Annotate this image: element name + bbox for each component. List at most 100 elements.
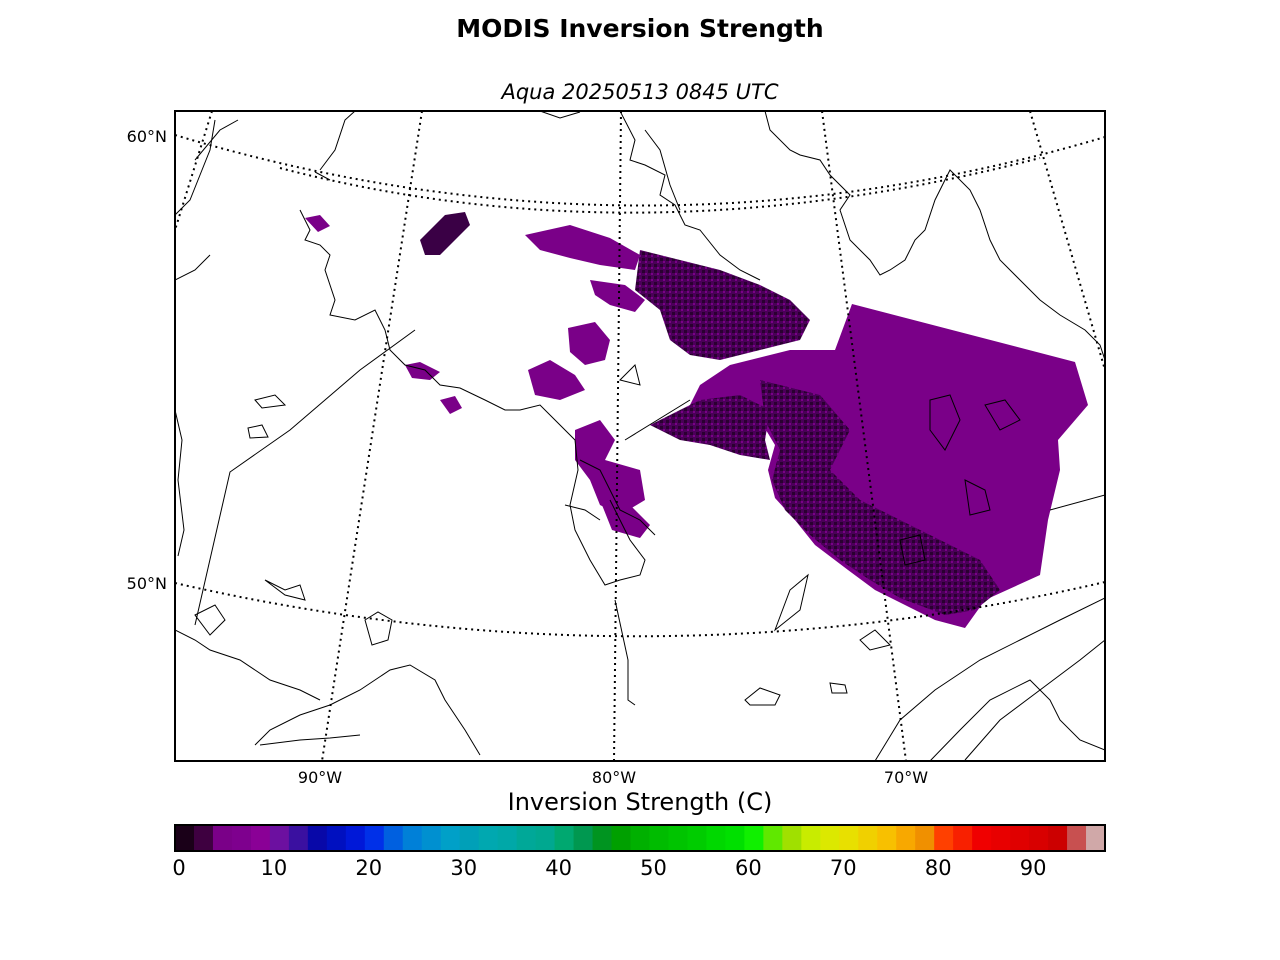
- data-patch-bay: [305, 215, 330, 232]
- lon-label-80w: 80°W: [592, 768, 636, 787]
- colorbar-swatch: [687, 825, 708, 851]
- colorbar-tick-label: 80: [925, 856, 952, 880]
- meridian-90w: [321, 111, 423, 761]
- colorbar-swatches: [175, 825, 1106, 851]
- data-patch-north: [525, 225, 640, 270]
- colorbar-swatch: [326, 825, 347, 851]
- colorbar-swatch: [706, 825, 727, 851]
- colorbar-tick-label: 60: [735, 856, 762, 880]
- colorbar-tick-label: 0: [172, 856, 185, 880]
- colorbar-tick-label: 30: [450, 856, 477, 880]
- lake-nipigon: [364, 611, 393, 646]
- colorbar-swatch: [915, 825, 935, 851]
- graticule-layer: [175, 111, 1105, 761]
- data-patch-northwest: [420, 212, 470, 255]
- colorbar-swatch: [744, 825, 764, 851]
- lat-label-50n: 50°N: [127, 574, 167, 593]
- parallel-55n: [279, 157, 1041, 214]
- hudson-bay-coast-east: [319, 111, 1105, 361]
- inversion-data-layer: [305, 212, 1088, 628]
- meridian-70w: [821, 111, 907, 761]
- colorbar-tick-label: 10: [261, 856, 288, 880]
- colorbar-tick-label: 20: [355, 856, 382, 880]
- parallel-50n: [175, 581, 1105, 638]
- data-swath-east-dark: [760, 380, 1000, 615]
- colorbar-swatch: [497, 825, 518, 851]
- chart-title: MODIS Inversion Strength: [456, 14, 824, 43]
- colorbar-label: Inversion Strength (C): [507, 788, 773, 816]
- inland-lakes-quebec: [619, 364, 1021, 566]
- james-bay-coast: [564, 459, 656, 536]
- colorbar-swatch: [782, 825, 802, 851]
- st-lawrence-south-shore: [929, 679, 1105, 761]
- southampton-coast: [175, 119, 239, 557]
- eastern-lakes: [744, 573, 891, 706]
- colorbar-swatch: [231, 825, 252, 851]
- great-lakes-superior: [254, 664, 481, 756]
- colorbar-swatch: [649, 825, 670, 851]
- colorbar-swatch: [421, 825, 442, 851]
- colorbar-swatch: [725, 825, 745, 851]
- colorbar-swatch: [516, 825, 537, 851]
- colorbar-swatch: [858, 825, 878, 851]
- coastline-layer: [175, 111, 1105, 761]
- data-patch-west: [405, 362, 440, 380]
- map-frame: [174, 110, 1106, 762]
- colorbar-frame: [174, 824, 1106, 852]
- colorbar-swatch: [630, 825, 651, 851]
- colorbar-swatch: [1067, 825, 1087, 851]
- colorbar-tick-label: 90: [1020, 856, 1047, 880]
- colorbar-swatch: [364, 825, 385, 851]
- colorbar-swatch: [440, 825, 461, 851]
- colorbar-tick-label: 50: [640, 856, 667, 880]
- colorbar-swatch: [934, 825, 954, 851]
- colorbar-swatch: [573, 825, 594, 851]
- data-swath-east: [690, 304, 1088, 628]
- colorbar-swatch: [972, 825, 992, 851]
- lon-label-70w: 70°W: [884, 768, 928, 787]
- lat-label-60n: 60°N: [127, 127, 167, 146]
- colorbar-ticks: 0 10 20 30 40 50 60 70 80 90: [172, 856, 1046, 880]
- colorbar-swatch: [1086, 825, 1106, 851]
- parallel-60n: [175, 134, 1105, 207]
- colorbar-swatch: [345, 825, 366, 851]
- colorbar-swatch: [383, 825, 404, 851]
- chart-subtitle: Aqua 20250513 0845 UTC: [501, 80, 779, 104]
- data-patch-south: [575, 420, 645, 515]
- hudson-bay-coast-west: [175, 119, 646, 586]
- colorbar-swatch: [991, 825, 1011, 851]
- manitoba-ontario-border: [194, 329, 416, 626]
- colorbar-swatch: [839, 825, 859, 851]
- colorbar-swatch: [953, 825, 973, 851]
- colorbar-swatch: [478, 825, 499, 851]
- colorbar-swatch: [554, 825, 575, 851]
- colorbar-tick-label: 70: [830, 856, 857, 880]
- labrador-border: [1049, 494, 1105, 511]
- colorbar-swatch: [820, 825, 840, 851]
- data-patch-south-2: [600, 500, 650, 538]
- colorbar-swatch: [535, 825, 556, 851]
- data-patch-lake: [528, 360, 585, 400]
- quebec-ontario-border: [614, 399, 691, 706]
- data-patch-west-2: [440, 396, 462, 414]
- colorbar-swatch: [1029, 825, 1049, 851]
- data-patch-north-2: [590, 280, 645, 312]
- data-swath-central: [635, 250, 810, 360]
- west-lakes: [194, 394, 306, 636]
- data-patch-mid: [568, 322, 610, 365]
- colorbar-swatch: [592, 825, 613, 851]
- colorbar-swatch: [212, 825, 233, 851]
- colorbar-swatch: [877, 825, 897, 851]
- colorbar-tick-label: 40: [545, 856, 572, 880]
- lake-winnipeg: [175, 629, 321, 701]
- colorbar-swatch: [801, 825, 821, 851]
- colorbar-swatch: [611, 825, 632, 851]
- colorbar-swatch: [193, 825, 214, 851]
- colorbar-swatch: [402, 825, 423, 851]
- colorbar-swatch: [1010, 825, 1030, 851]
- colorbar-swatch: [288, 825, 309, 851]
- data-swath-central-dark: [650, 395, 770, 460]
- colorbar-swatch: [763, 825, 783, 851]
